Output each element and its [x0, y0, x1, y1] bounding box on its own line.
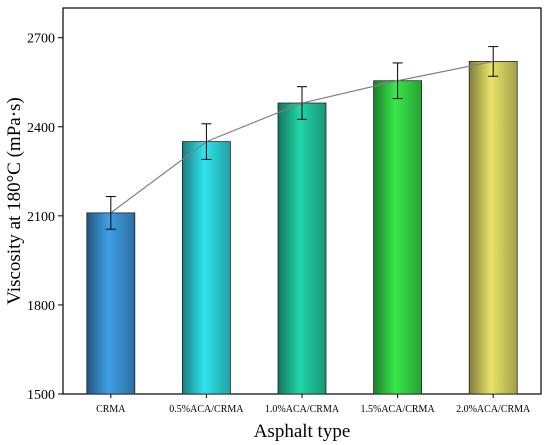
x-tick-label: 0.5%ACA/CRMA	[169, 404, 244, 415]
bar	[86, 212, 136, 395]
bar	[181, 141, 231, 395]
error-bar	[488, 46, 499, 77]
y-tick-label: 2400	[27, 121, 55, 136]
error-bar	[392, 62, 403, 100]
x-axis-title: Asphalt type	[254, 421, 351, 442]
error-bar	[297, 86, 307, 120]
bar	[468, 61, 518, 395]
x-axis-ticks: CRMA 0.5%ACA/CRMA 1.0%ACA/CRMA 1.5%ACA/CRMA…	[96, 394, 531, 415]
x-tick-label: 1.0%ACA/CRMA	[265, 404, 340, 415]
bar	[277, 102, 327, 395]
bar	[373, 80, 423, 395]
y-tick-label: 2700	[27, 32, 55, 47]
y-axis-title: Viscosity at 180°C (mPa·s)	[4, 97, 25, 305]
x-tick-label: 1.5%ACA/CRMA	[361, 404, 436, 415]
y-tick-label: 2100	[27, 210, 55, 225]
y-tick-label: 1800	[27, 299, 55, 314]
y-axis-ticks: 1500 1800 2100 2400 2700	[27, 32, 63, 403]
error-bar	[201, 123, 212, 160]
x-tick-label: 2.0%ACA/CRMA	[456, 404, 531, 415]
x-tick-label: CRMA	[96, 404, 126, 415]
error-bars-layer	[105, 46, 499, 230]
error-bar	[105, 196, 116, 230]
y-tick-label: 1500	[27, 388, 55, 403]
